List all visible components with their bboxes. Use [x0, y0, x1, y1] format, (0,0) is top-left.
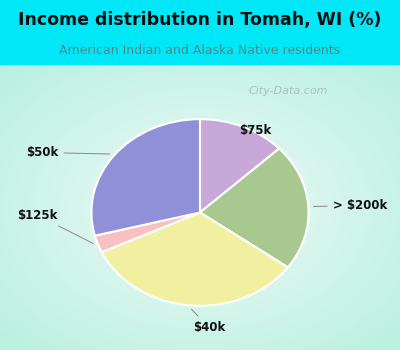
Text: $50k: $50k — [26, 146, 110, 159]
Text: City-Data.com: City-Data.com — [248, 86, 328, 96]
Text: Income distribution in Tomah, WI (%): Income distribution in Tomah, WI (%) — [18, 10, 382, 29]
Text: $125k: $125k — [18, 209, 93, 244]
Text: $40k: $40k — [192, 309, 225, 334]
Wedge shape — [200, 119, 279, 212]
Text: American Indian and Alaska Native residents: American Indian and Alaska Native reside… — [60, 44, 340, 57]
Wedge shape — [200, 148, 308, 267]
Text: > $200k: > $200k — [314, 199, 387, 212]
Wedge shape — [95, 212, 200, 252]
Wedge shape — [92, 119, 200, 236]
Text: $75k: $75k — [239, 124, 271, 138]
Wedge shape — [102, 212, 288, 306]
